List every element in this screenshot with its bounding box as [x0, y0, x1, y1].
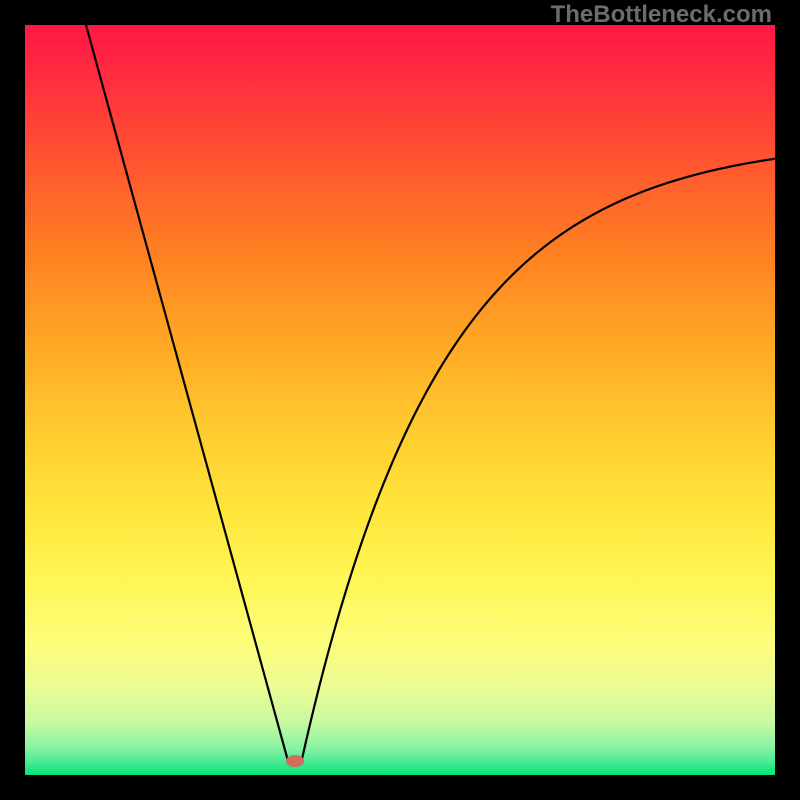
chart-container: TheBottleneck.com	[0, 0, 800, 800]
plot-area	[25, 25, 775, 775]
watermark-text: TheBottleneck.com	[551, 1, 772, 28]
optimal-point-marker	[286, 755, 304, 767]
bottleneck-chart: TheBottleneck.com	[0, 0, 800, 800]
